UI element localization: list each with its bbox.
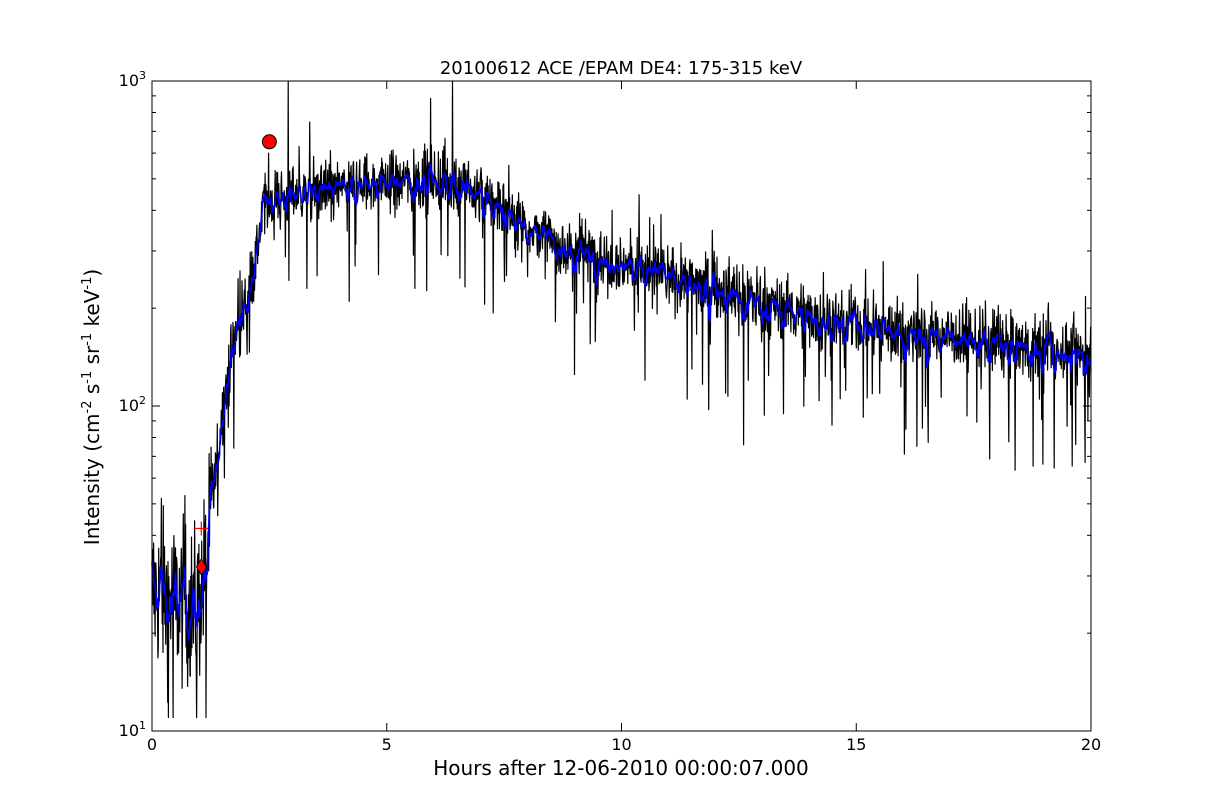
peak-marker-circle (261, 134, 277, 150)
x-tick-label: 10 (611, 735, 631, 754)
y-tick-label: 103 (119, 69, 146, 90)
y-tick-label: 102 (119, 394, 146, 415)
series-raw-line (151, 80, 1092, 719)
x-tick-label: 0 (147, 735, 157, 754)
plot-markers (194, 134, 277, 576)
onset-marker-diamond (195, 558, 207, 576)
y-tick-label: 101 (119, 719, 146, 740)
y-axis-label: Intensity (cm-2 s-1 sr-1 keV-1) (80, 269, 104, 545)
plot-data (151, 80, 1092, 719)
x-tick-label: 20 (1081, 735, 1101, 754)
chart-title: 20100612 ACE /EPAM DE4: 175-315 keV (440, 58, 803, 79)
onset-marker-plus (194, 521, 209, 536)
axis-ticks: 0 5 10 15 20 101 102 103 (119, 69, 1102, 754)
x-tick-label: 15 (846, 735, 866, 754)
x-axis-label: Hours after 12-06-2010 00:00:07.000 (433, 756, 809, 780)
x-tick-label: 5 (382, 735, 392, 754)
series-smoothed-line (151, 162, 1092, 641)
